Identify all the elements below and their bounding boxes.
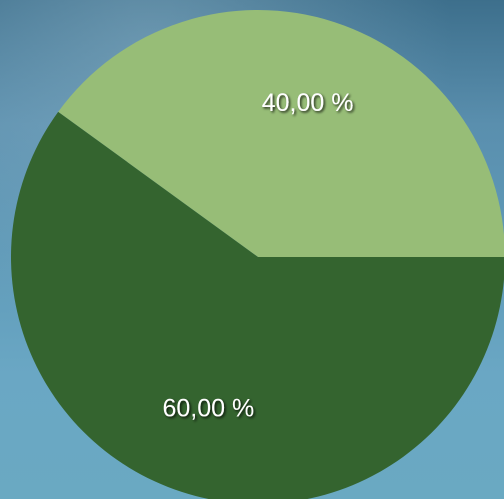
- pie: [11, 10, 504, 499]
- value-label: 60,00 %: [163, 394, 255, 422]
- chart: 40,00 % 60,00 %: [0, 0, 504, 499]
- value-label: 40,00 %: [262, 89, 354, 117]
- page: 40,00 %60,00 % (() => { const data = JSO…: [0, 0, 504, 499]
